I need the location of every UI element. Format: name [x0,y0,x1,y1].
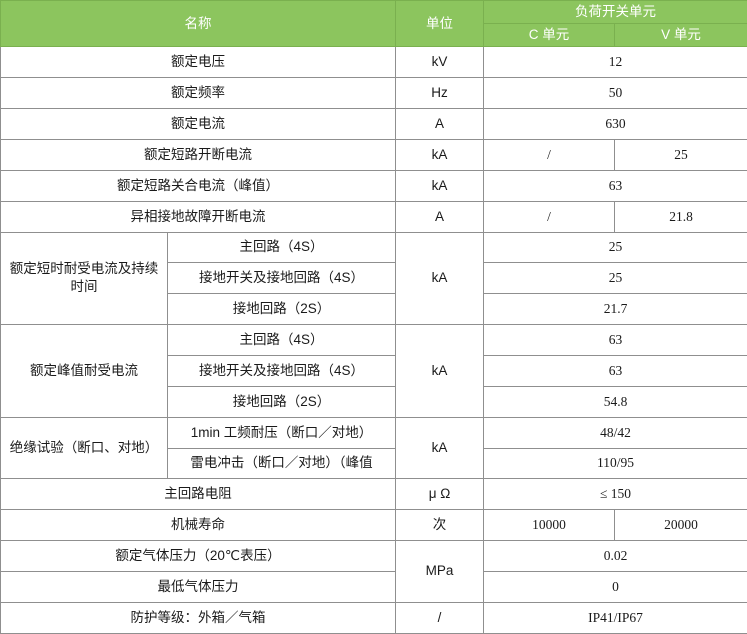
table-body: 额定电压 kV 12 额定频率 Hz 50 额定电流 A 630 额定短路开断电… [0,46,747,634]
group-label: 绝缘试验（断口、对地） [0,416,168,480]
group-sub-value: 48/42 [483,416,747,449]
header-group-load-switch-unit: 负荷开关单元 [483,0,747,25]
row-unit: / [395,601,484,634]
row-unit: 次 [395,509,484,542]
group-unit: kA [395,416,484,480]
row-value-merged: ≤ 150 [483,478,747,511]
table-row: 主回路电阻 μ Ω ≤ 150 [0,478,747,511]
row-value-merged: 12 [483,46,747,79]
header-col-v-unit: V 单元 [614,23,747,48]
table-row: 额定电流 A 630 [0,108,747,141]
row-name: 主回路电阻 [0,478,396,511]
group-sub-value: 110/95 [483,447,747,480]
row-value-c: / [483,200,615,233]
group-unit: kA [395,231,484,326]
row-value-merged: 630 [483,108,747,141]
row-name: 异相接地故障开断电流 [0,200,396,233]
row-unit: kA [395,139,484,171]
table-row: 额定短路关合电流（峰值） kA 63 [0,169,747,202]
group-unit: kA [395,324,484,418]
table-row: 额定短路开断电流 kA / 25 [0,139,747,171]
row-name: 机械寿命 [0,509,396,542]
row-value-v: 21.8 [614,200,747,233]
group-sub-label: 接地开关及接地回路（4S） [167,355,396,387]
group-sub-label: 主回路（4S） [167,231,396,264]
row-unit: Hz [395,77,484,110]
group-sub-label: 雷电冲击（断口／对地）（峰值 [167,447,396,480]
group-label: 额定峰值耐受电流 [0,324,168,418]
row-unit: kV [395,46,484,79]
group-sub-label: 接地回路（2S） [167,385,396,418]
row-name: 额定短路开断电流 [0,139,396,171]
row-name: 额定短路关合电流（峰值） [0,169,396,202]
table-row: 额定频率 Hz 50 [0,77,747,110]
row-value-v: 20000 [614,509,747,542]
row-unit: kA [395,169,484,202]
table-row: 机械寿命 次 10000 20000 [0,509,747,542]
row-value-merged: 0 [483,571,747,603]
group-sub-value: 54.8 [483,385,747,418]
header-row-secondary: C 单元 V 单元 [1,23,747,48]
group-sub-label: 接地回路（2S） [167,293,396,326]
table-row: 额定电压 kV 12 [0,46,747,79]
table-row-group: 额定峰值耐受电流 主回路（4S） kA 63 [0,324,747,418]
row-name: 额定气体压力（20℃表压） [0,540,396,573]
group-sub-label: 主回路（4S） [167,324,396,357]
group-sub-label: 接地开关及接地回路（4S） [167,262,396,295]
table-row-group: 额定短时耐受电流及持续时间 主回路（4S） kA 25 [0,231,747,326]
table-row-group: 接地开关及接地回路（4S） 63 [1,355,747,387]
group-sub-value: 63 [483,324,747,357]
table-row-pressure: 最低气体压力 0 [0,571,747,603]
group-sub-label: 1min 工频耐压（断口／对地） [167,416,396,449]
table-row-group: 绝缘试验（断口、对地） 1min 工频耐压（断口／对地） kA 48/42 [0,416,747,480]
header-unit: 单位 [395,0,484,48]
row-name: 防护等级：外箱／气箱 [0,601,396,634]
table-row-pressure: 额定气体压力（20℃表压） MPa 0.02 [0,540,747,603]
row-name: 额定电压 [0,46,396,79]
row-name: 额定频率 [0,77,396,110]
header-row-primary: 名称 单位 负荷开关单元 [0,0,747,48]
group-sub-value: 21.7 [483,293,747,326]
row-value-merged: 63 [483,169,747,202]
table-row-group: 接地回路（2S） 54.8 [1,385,747,418]
row-value-c: / [483,139,615,171]
group-sub-value: 25 [483,231,747,264]
group-label: 额定短时耐受电流及持续时间 [0,231,168,326]
row-value-merged: 50 [483,77,747,110]
table-row: 异相接地故障开断电流 A / 21.8 [0,200,747,233]
group-sub-value: 25 [483,262,747,295]
header-name: 名称 [0,0,396,48]
row-unit: μ Ω [395,478,484,511]
row-unit: A [395,108,484,141]
row-value-v: 25 [614,139,747,171]
header-col-c-unit: C 单元 [483,23,615,48]
row-name: 额定电流 [0,108,396,141]
group-sub-value: 63 [483,355,747,387]
row-value-merged: 0.02 [483,540,747,573]
table-row-group: 接地回路（2S） 21.7 [1,293,747,326]
pressure-unit: MPa [395,540,484,603]
table-row-group: 雷电冲击（断口／对地）（峰值 110/95 [1,447,747,480]
table-header: 名称 单位 负荷开关单元 C 单元 V 单元 [0,0,747,48]
row-value-c: 10000 [483,509,615,542]
row-value-merged: IP41/IP67 [483,601,747,634]
row-name: 最低气体压力 [0,571,396,603]
row-unit: A [395,200,484,233]
table-row: 防护等级：外箱／气箱 / IP41/IP67 [0,601,747,634]
table-row-group: 接地开关及接地回路（4S） 25 [1,262,747,295]
